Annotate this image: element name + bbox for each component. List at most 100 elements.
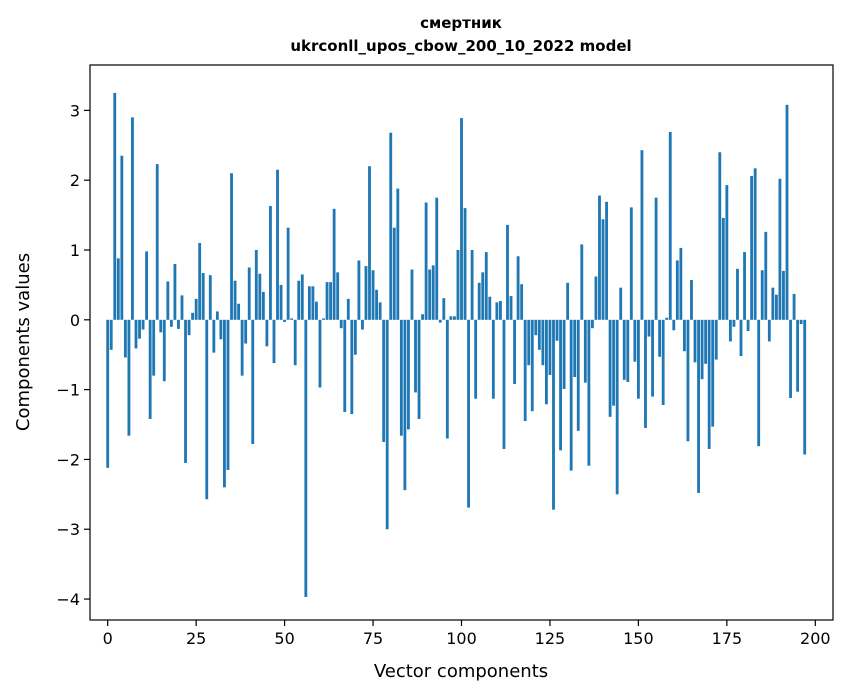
bar-59 [315,301,318,320]
bar-197 [803,319,807,455]
bar-146 [622,319,626,380]
y-tick-label: −2 [56,450,80,469]
bar-115 [513,319,516,385]
bar-188 [771,287,775,320]
bar-181 [746,319,750,331]
bar-172 [714,319,718,360]
bar-153 [647,319,651,337]
bar-182 [750,176,754,320]
bar-116 [516,256,520,320]
bar-161 [675,260,679,320]
bar-88 [417,319,421,419]
bar-154 [651,319,654,397]
bar-15 [159,319,163,333]
bar-120 [530,319,534,412]
bar-73 [364,266,368,320]
bar-41 [251,319,255,445]
bar-71 [357,260,361,320]
bar-52 [290,318,294,320]
bar-167 [697,319,700,493]
bar-102 [467,319,470,508]
bar-107 [484,252,488,320]
bar-91 [428,269,432,320]
bar-26 [198,243,202,320]
bar-58 [311,286,315,320]
bar-183 [753,168,757,320]
bar-38 [240,319,244,376]
bar-35 [230,173,233,320]
bar-28 [205,319,209,500]
bar-111 [499,300,502,320]
bar-114 [509,296,513,320]
bar-184 [757,319,761,447]
bar-106 [481,272,485,320]
bar-125 [548,319,552,375]
bar-185 [760,270,764,320]
bar-96 [445,319,449,439]
y-tick-label: 3 [70,101,80,120]
bar-19 [173,263,177,320]
bar-55 [300,274,304,320]
bar-60 [318,319,322,388]
bar-170 [707,319,711,449]
bar-54 [297,280,301,320]
bar-89 [421,314,424,320]
bar-50 [283,319,287,322]
bar-86 [410,269,414,320]
bar-40 [247,267,251,320]
bar-164 [686,319,690,442]
bar-157 [661,319,665,405]
bar-34 [226,319,230,470]
bar-27 [201,273,205,320]
bar-6 [127,319,131,436]
bar-32 [219,319,223,340]
bar-175 [725,185,729,320]
bar-78 [382,319,386,442]
bar-64 [332,208,336,320]
y-axis-label: Components values [13,253,34,431]
bar-100 [460,118,463,320]
bar-138 [594,276,598,320]
bar-133 [576,319,580,431]
bar-101 [463,208,467,320]
bar-8 [134,319,138,349]
bar-65 [336,272,340,320]
y-tick-label: 0 [70,311,80,330]
bar-63 [329,282,333,320]
bar-196 [799,319,803,324]
bar-18 [169,319,173,327]
bar-85 [407,319,410,430]
bar-99 [456,250,460,320]
bar-48 [276,169,279,320]
bar-62 [325,282,329,320]
bar-9 [138,319,141,339]
bar-5 [123,319,127,358]
bar-82 [396,188,400,320]
bar-10 [141,319,145,330]
bar-137 [590,319,594,329]
bar-22 [184,319,187,463]
bar-93 [435,197,439,320]
bar-21 [180,295,184,320]
x-axis-label: Vector components [374,661,548,682]
bar-110 [495,302,499,320]
bar-14 [155,164,159,320]
bar-139 [598,195,601,320]
bar-76 [375,289,378,320]
bar-47 [272,319,276,364]
bar-79 [385,319,389,530]
bar-20 [177,319,180,329]
bar-24 [191,312,195,320]
bar-98 [453,316,456,320]
bar-84 [403,319,407,491]
bar-130 [566,282,570,320]
bar-149 [633,319,637,362]
bar-150 [636,319,640,399]
bar-0 [106,319,110,468]
x-axis-ticks: 0 25 50 75 100 125 150 175 200 [103,620,831,648]
bar-169 [704,319,708,364]
bar-7 [131,117,134,320]
bar-195 [796,319,800,392]
bar-11 [145,251,149,320]
